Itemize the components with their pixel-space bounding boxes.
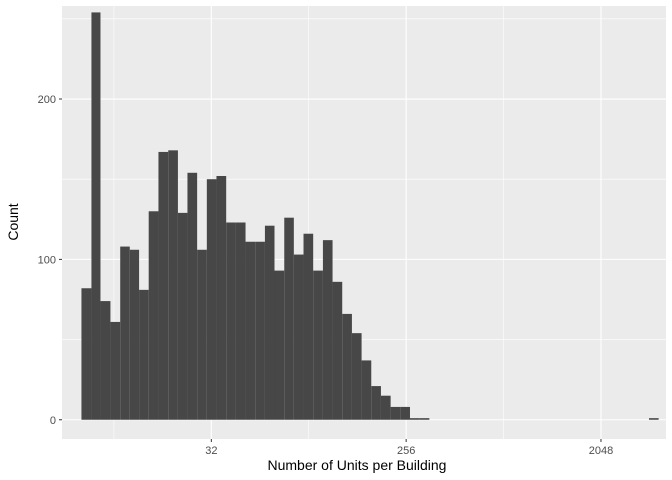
histogram-bar <box>158 151 169 420</box>
histogram-bars <box>81 12 659 420</box>
histogram-bar <box>409 418 420 420</box>
histogram-bar <box>313 270 323 420</box>
y-tick-label: 0 <box>50 415 56 427</box>
y-axis-title: Count <box>5 203 21 240</box>
histogram-bar <box>371 386 381 420</box>
histogram-bar <box>390 406 401 420</box>
histogram-bar <box>197 249 207 420</box>
histogram-bar <box>129 249 140 420</box>
histogram-bar <box>216 175 227 420</box>
histogram-bar <box>245 241 256 420</box>
histogram-bar <box>274 270 285 420</box>
histogram-bar <box>177 212 188 420</box>
y-axis: 0 100 200 <box>38 94 62 427</box>
y-tick-label: 100 <box>38 254 56 266</box>
x-tick-label: 2048 <box>589 445 613 457</box>
histogram-bar <box>284 217 294 420</box>
histogram-bar <box>264 225 275 420</box>
histogram-bar <box>120 246 130 420</box>
histogram-bar <box>332 281 343 420</box>
histogram-bar <box>100 301 111 420</box>
histogram-bar <box>303 233 314 420</box>
histogram-bar <box>400 406 410 420</box>
histogram-bar <box>168 150 178 420</box>
histogram-bar <box>649 418 659 420</box>
histogram-bar <box>235 222 246 420</box>
histogram-bar <box>110 321 121 420</box>
histogram-bar <box>351 333 362 420</box>
histogram-bar <box>148 211 159 420</box>
histogram-bar <box>322 240 333 420</box>
x-tick-label: 256 <box>397 445 415 457</box>
x-axis-title: Number of Units per Building <box>268 457 447 473</box>
histogram-bar <box>81 288 92 420</box>
histogram-bar <box>293 254 304 420</box>
y-tick-label: 200 <box>38 94 56 106</box>
histogram-bar <box>91 12 101 420</box>
histogram-bar <box>226 222 236 420</box>
histogram-bar <box>380 395 391 420</box>
histogram-bar <box>342 313 352 420</box>
histogram-bar <box>206 179 217 420</box>
histogram-bar <box>255 241 265 420</box>
histogram-bar <box>187 172 198 420</box>
histogram-bar <box>361 360 372 420</box>
histogram-bar <box>419 418 430 420</box>
x-axis: 32 256 2048 <box>205 439 613 457</box>
histogram-bar <box>139 289 149 420</box>
x-tick-label: 32 <box>205 445 217 457</box>
